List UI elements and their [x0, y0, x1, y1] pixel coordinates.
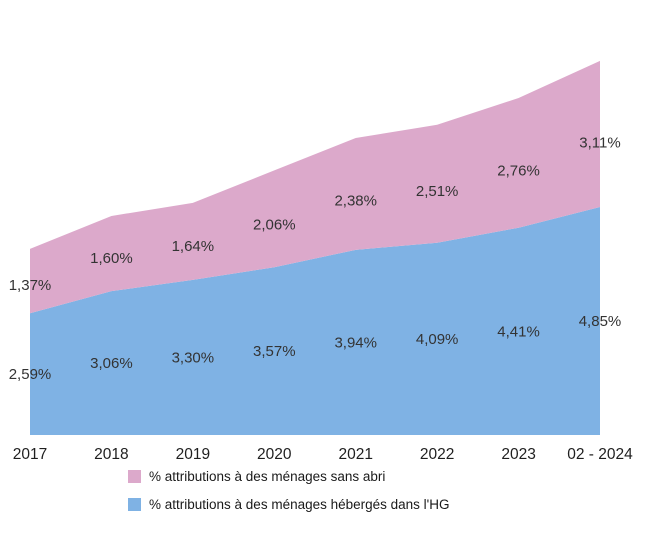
area-sans-abri	[30, 60, 600, 314]
heberges-value-label: 4,09%	[416, 331, 459, 348]
legend-item-sans-abri: % attributions à des ménages sans abri	[128, 469, 385, 484]
sans-abri-value-label: 3,11%	[579, 135, 620, 152]
legend-swatch-heberges	[128, 498, 141, 511]
heberges-value-label: 4,41%	[497, 323, 540, 340]
x-axis-label: 2022	[420, 446, 454, 463]
heberges-value-label: 3,06%	[90, 355, 133, 372]
x-axis-label: 2023	[501, 446, 535, 463]
sans-abri-value-label: 1,64%	[172, 238, 215, 255]
sans-abri-value-label: 1,37%	[9, 277, 52, 294]
sans-abri-value-label: 2,06%	[253, 217, 296, 234]
chart-legend: % attributions à des ménages sans abri %…	[128, 469, 450, 512]
x-axis-label: 2017	[13, 446, 47, 463]
heberges-value-label: 4,85%	[579, 313, 622, 330]
x-axis-label: 2020	[257, 446, 292, 463]
x-axis-label: 2019	[176, 446, 210, 463]
x-axis-label: 2021	[338, 446, 372, 463]
legend-item-heberges: % attributions à des ménages hébergés da…	[128, 497, 450, 512]
legend-label-heberges: % attributions à des ménages hébergés da…	[149, 497, 450, 512]
sans-abri-value-label: 2,76%	[497, 163, 540, 180]
heberges-value-label: 3,94%	[334, 334, 377, 351]
area-heberges	[30, 207, 600, 435]
heberges-value-label: 3,30%	[172, 349, 215, 366]
x-axis-label: 2018	[94, 446, 128, 463]
stacked-area-chart: 1,37% 1,60% 1,64% 2,06% 2,38% 2,51% 2,76% 3,11%…	[9, 60, 633, 463]
legend-label-sans-abri: % attributions à des ménages sans abri	[149, 469, 386, 484]
x-axis-label: 02 - 2024	[567, 446, 633, 463]
heberges-value-label: 2,59%	[9, 366, 52, 383]
legend-swatch-sans-abri	[128, 470, 141, 483]
sans-abri-value-label: 2,51%	[416, 183, 459, 200]
heberges-value-label: 3,57%	[253, 343, 296, 360]
sans-abri-value-label: 2,38%	[334, 193, 377, 210]
sans-abri-value-label: 1,60%	[90, 250, 133, 267]
